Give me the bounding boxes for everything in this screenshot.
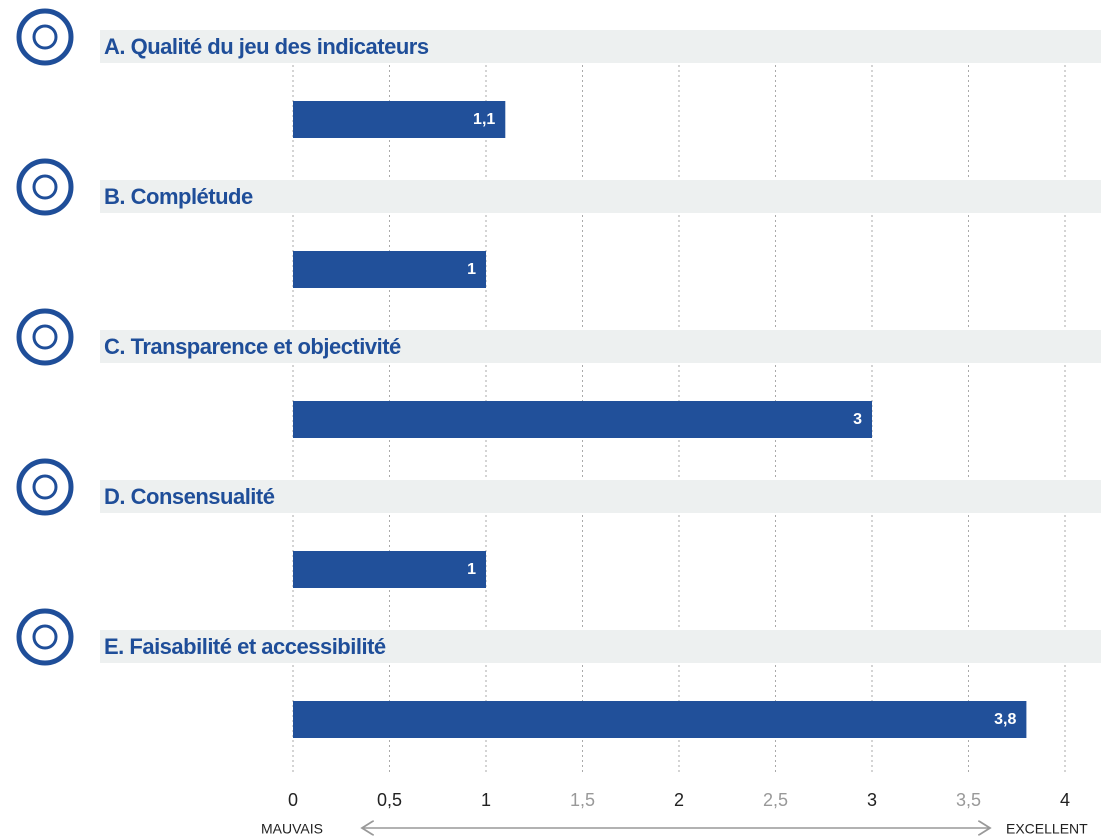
category-label: D. Consensualité [104, 484, 275, 509]
icon-glyph [32, 174, 58, 200]
category-icon [16, 308, 74, 366]
category-icon [16, 8, 74, 66]
icon-ring [16, 308, 74, 366]
value-label: 3 [853, 411, 862, 428]
axis-low-label: MAUVAIS [261, 821, 323, 837]
icon-ring [16, 158, 74, 216]
x-tick-label: 1 [481, 790, 491, 810]
category-label: A. Qualité du jeu des indicateurs [104, 34, 429, 59]
icon-glyph [32, 324, 58, 350]
category-label: C. Transparence et objectivité [104, 334, 401, 359]
bar [293, 401, 872, 438]
x-tick-label: 3,5 [956, 790, 981, 810]
icon-ring [16, 8, 74, 66]
icon-ring [16, 458, 74, 516]
x-tick-label: 0 [288, 790, 298, 810]
icon-glyph [32, 624, 58, 650]
x-tick-label: 3 [867, 790, 877, 810]
x-tick-label: 2 [674, 790, 684, 810]
bar [293, 251, 486, 288]
category-band [100, 330, 1101, 363]
category-band [100, 630, 1101, 663]
category-icon [16, 608, 74, 666]
category-label: E. Faisabilité et accessibilité [104, 634, 386, 659]
bar [293, 551, 486, 588]
x-tick-label: 2,5 [763, 790, 788, 810]
icon-glyph [32, 474, 58, 500]
category-band [100, 30, 1101, 63]
x-tick-label: 1,5 [570, 790, 595, 810]
value-label: 1 [467, 561, 476, 578]
category-band [100, 480, 1101, 513]
value-label: 1 [467, 261, 476, 278]
category-label: B. Complétude [104, 184, 253, 209]
icon-glyph [32, 24, 58, 50]
value-label: 1,1 [473, 111, 495, 128]
value-label: 3,8 [994, 711, 1016, 728]
category-icon [16, 158, 74, 216]
category-icon [16, 458, 74, 516]
x-tick-label: 0,5 [377, 790, 402, 810]
bar [293, 101, 506, 138]
icon-ring [16, 608, 74, 666]
x-tick-label: 4 [1060, 790, 1070, 810]
bar [293, 701, 1027, 738]
category-band [100, 180, 1101, 213]
axis-high-label: EXCELLENT [1006, 821, 1088, 837]
